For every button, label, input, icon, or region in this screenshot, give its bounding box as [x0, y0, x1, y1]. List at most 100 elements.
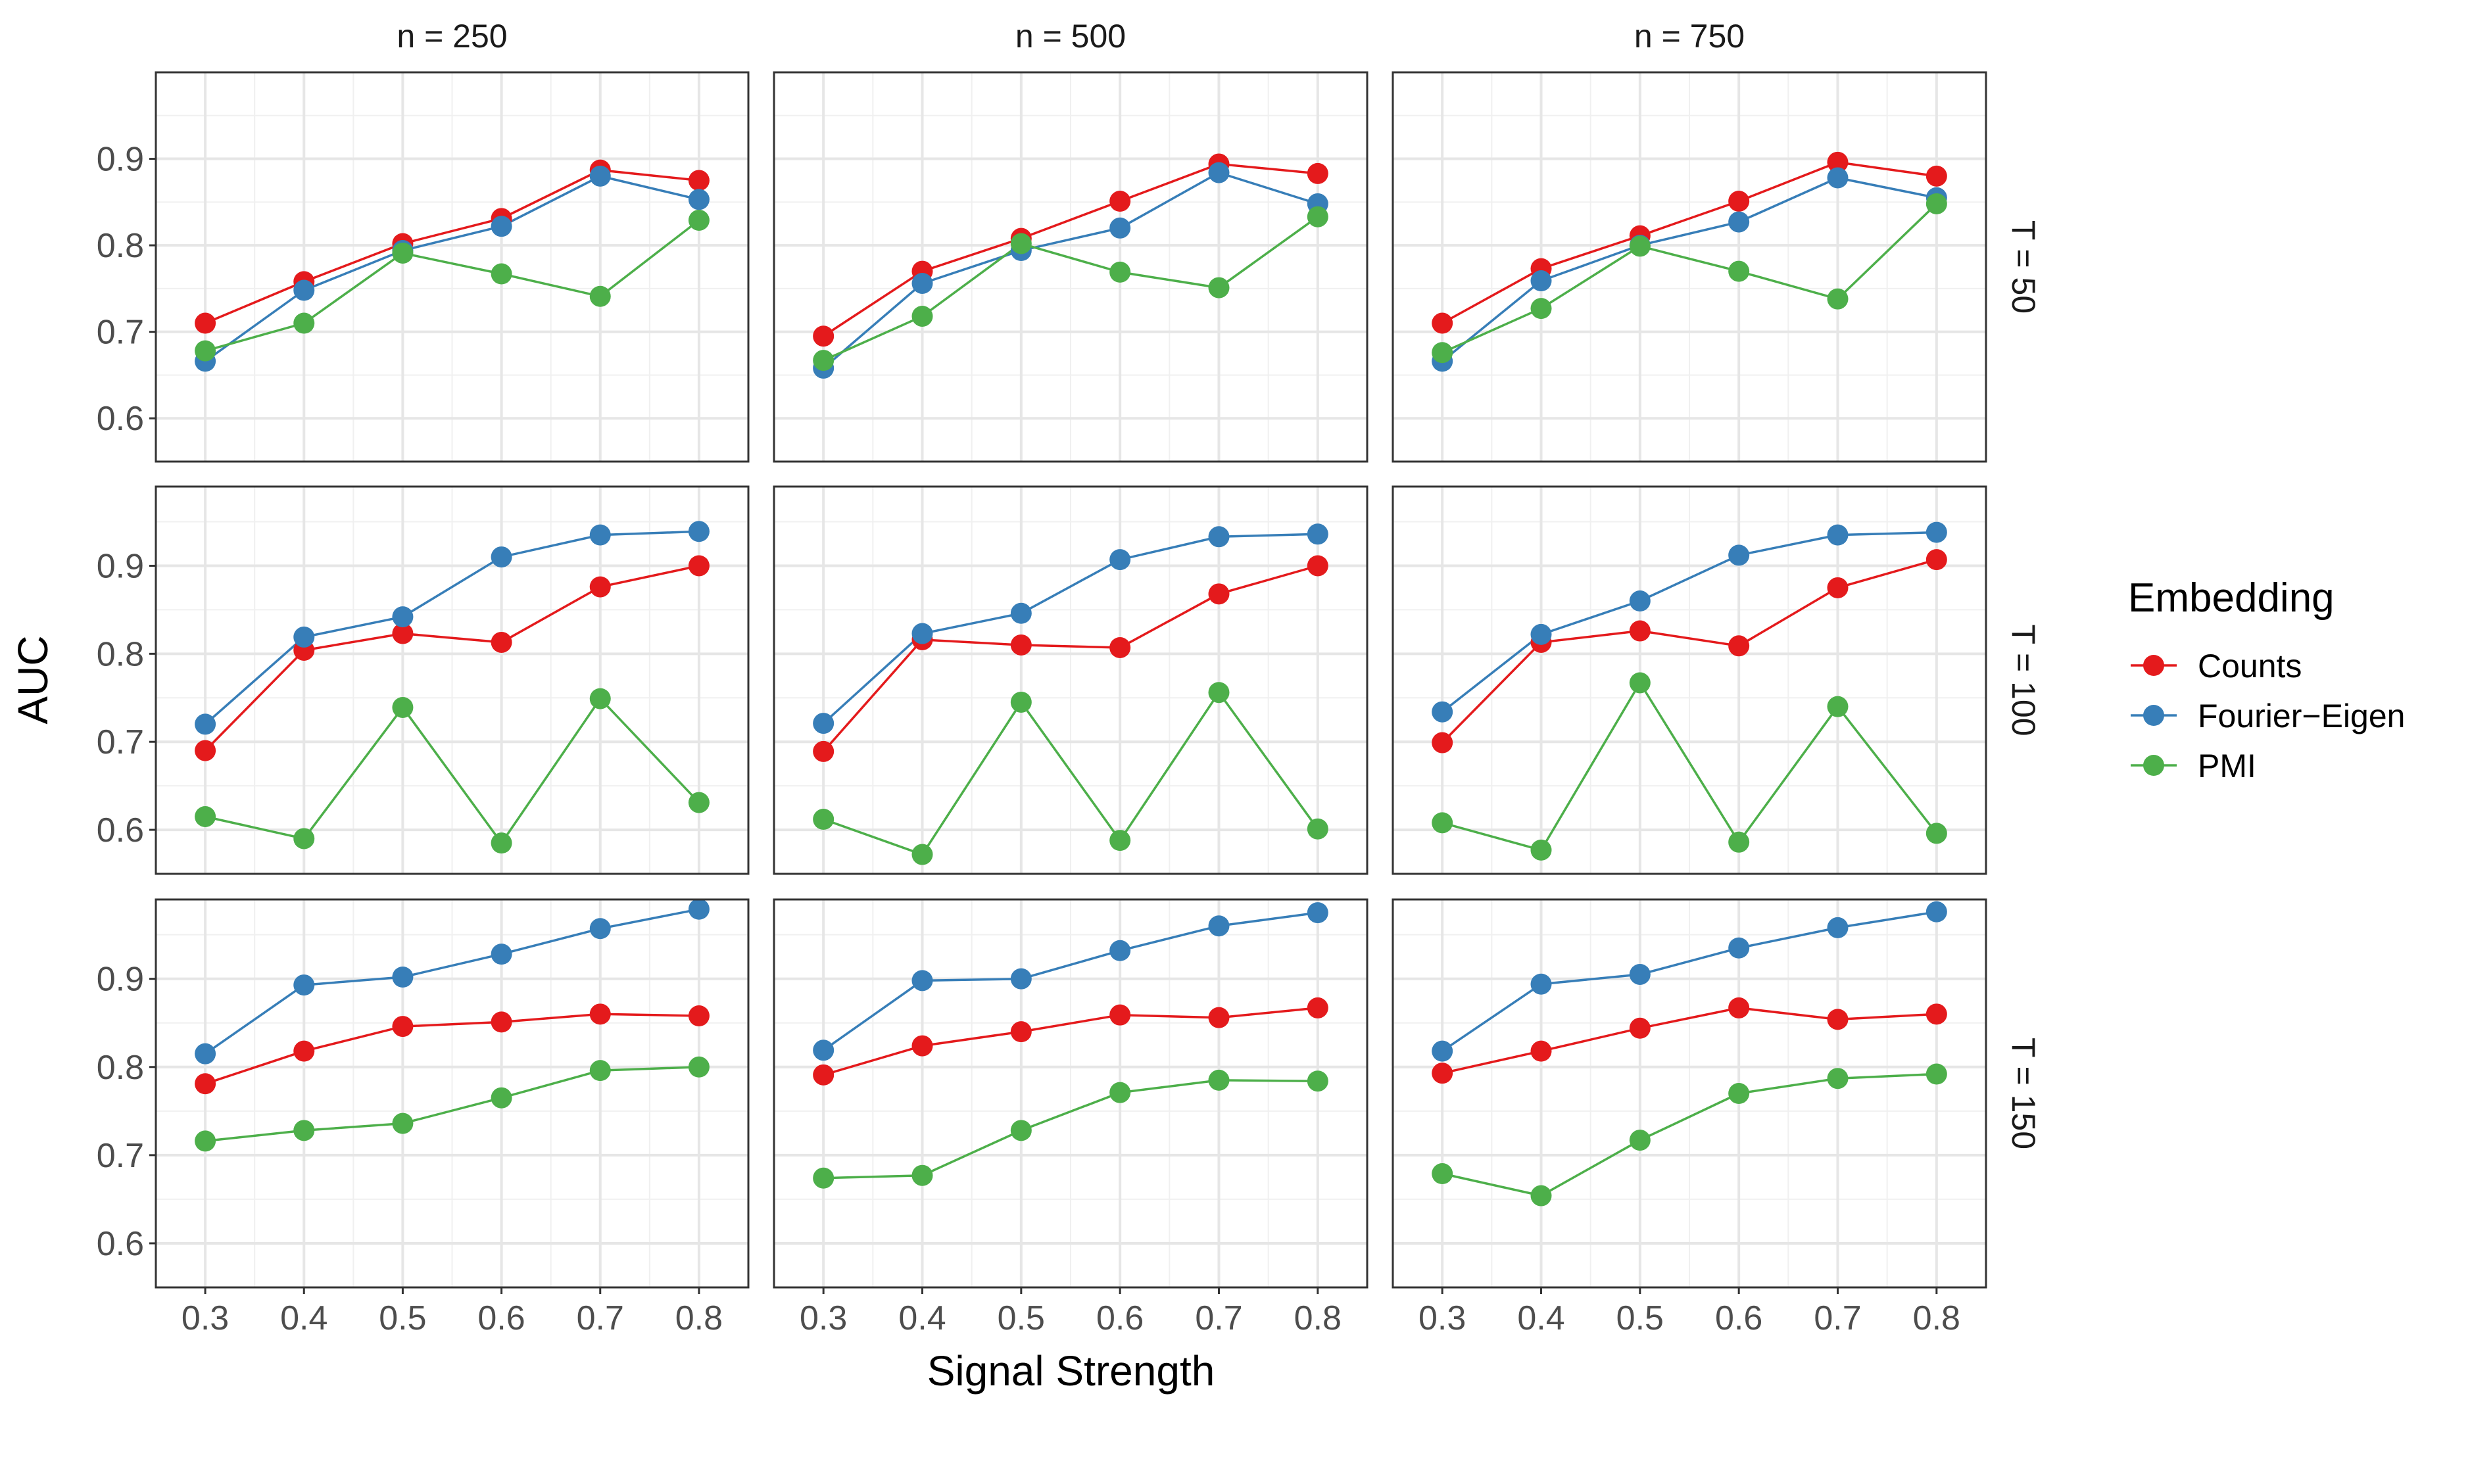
data-point-fourier-eigen [1728, 211, 1750, 233]
y-tick-label: 0.9 [97, 961, 144, 999]
data-point-counts [1629, 620, 1651, 642]
data-point-counts [1010, 1021, 1032, 1043]
data-point-counts [1925, 1003, 1947, 1025]
data-point-counts [688, 1005, 710, 1026]
series-line-fourier-eigen [1441, 911, 1937, 1053]
data-point-counts [293, 1040, 315, 1062]
legend-label-pmi: PMI [2198, 748, 2256, 784]
data-point-counts [1208, 583, 1230, 605]
y-tick-label: 0.8 [97, 227, 144, 265]
y-tick-label: 0.7 [97, 723, 144, 761]
data-point-counts [1728, 997, 1750, 1018]
data-point-fourier-eigen [1109, 549, 1131, 571]
panel-1-3 [1392, 71, 1987, 463]
data-point-fourier-eigen [1827, 167, 1849, 189]
legend-title: Embedding [2128, 575, 2335, 621]
data-point-fourier-eigen [1109, 940, 1131, 961]
data-point-counts [1432, 732, 1453, 754]
y-tick-label: 0.8 [97, 635, 144, 673]
data-point-pmi [491, 832, 512, 854]
series-line-fourier-eigen [823, 533, 1318, 725]
data-point-counts [1728, 635, 1750, 657]
data-point-counts [491, 631, 512, 653]
data-point-fourier-eigen [1629, 963, 1651, 985]
data-point-counts [1109, 1004, 1131, 1026]
data-point-fourier-eigen [195, 1043, 216, 1065]
panel-2-3 [1392, 485, 1987, 875]
data-point-pmi [1629, 672, 1651, 694]
series-line-pmi [205, 1066, 699, 1143]
series-line-pmi [823, 216, 1319, 362]
data-point-pmi [293, 828, 315, 850]
data-point-counts [1109, 636, 1131, 658]
data-point-counts [195, 312, 216, 334]
data-point-fourier-eigen [491, 944, 512, 965]
data-point-fourier-eigen [1728, 544, 1750, 566]
column-strip-label: n = 750 [1634, 18, 1745, 55]
series-line-counts [1441, 161, 1937, 325]
x-tick-label: 0.8 [1294, 1299, 1342, 1337]
data-point-counts [195, 1073, 216, 1095]
data-point-pmi [813, 809, 835, 830]
data-point-fourier-eigen [1010, 602, 1032, 624]
series-line-counts [205, 168, 700, 325]
series-line-counts [205, 1013, 699, 1085]
data-point-pmi [1432, 812, 1453, 834]
panel-2-1: 0.6 0.7 0.8 0.9 [97, 485, 750, 875]
data-point-pmi [1925, 823, 1947, 844]
series-line-fourier-eigen [1441, 176, 1937, 362]
legend-label-counts: Counts [2198, 648, 2302, 684]
x-tick-label: 0.8 [1913, 1299, 1960, 1337]
series-line-pmi [1441, 203, 1938, 354]
data-point-fourier-eigen [1728, 937, 1750, 959]
x-tick-label: 0.5 [1616, 1299, 1664, 1337]
data-point-pmi [1109, 1082, 1131, 1103]
data-point-pmi [1208, 277, 1230, 299]
data-point-pmi [911, 844, 933, 865]
data-point-fourier-eigen [1432, 701, 1453, 723]
data-point-counts [1925, 549, 1947, 571]
column-strip-label: n = 250 [397, 18, 507, 55]
data-point-pmi [1925, 193, 1947, 214]
series-line-pmi [823, 1079, 1318, 1180]
panel-border [1392, 898, 1987, 1289]
panel-2-2 [773, 485, 1368, 875]
data-point-pmi [392, 242, 414, 264]
data-point-pmi [911, 1164, 933, 1186]
series-line-fourier-eigen [823, 171, 1319, 370]
series-line-fourier-eigen [204, 530, 699, 725]
y-tick-label: 0.9 [97, 141, 144, 179]
data-point-pmi [1307, 206, 1328, 227]
data-point-pmi [491, 1087, 512, 1109]
x-tick-label: 0.3 [182, 1299, 229, 1337]
data-point-counts [1827, 151, 1849, 173]
data-point-fourier-eigen [1827, 524, 1849, 546]
data-point-fourier-eigen [1530, 270, 1552, 292]
y-tick-label: 0.6 [97, 400, 144, 438]
data-point-fourier-eigen [1208, 526, 1230, 548]
data-point-counts [392, 623, 414, 644]
x-axis-title: Signal Strength [927, 1347, 1215, 1395]
series-line-counts [823, 162, 1318, 337]
data-point-counts [813, 1064, 835, 1086]
x-tick-label: 0.7 [1814, 1299, 1861, 1337]
panel-3-3: 0.3 0.4 0.5 0.6 0.7 0.8 [1392, 898, 1987, 1337]
panel-1-2 [773, 71, 1368, 463]
series-line-pmi [1441, 1072, 1937, 1197]
data-point-pmi [688, 1056, 710, 1078]
data-point-counts [1307, 162, 1328, 184]
data-point-fourier-eigen [911, 272, 933, 294]
series-line-counts [1441, 1007, 1937, 1074]
data-point-fourier-eigen [1307, 523, 1328, 545]
data-point-pmi [1109, 261, 1131, 283]
data-point-pmi [1728, 260, 1750, 282]
data-point-pmi [688, 792, 710, 813]
data-point-counts [813, 740, 835, 762]
panel-border [155, 898, 750, 1289]
data-point-fourier-eigen [589, 918, 611, 940]
data-point-pmi [195, 340, 216, 362]
data-point-pmi [1530, 1185, 1552, 1207]
data-point-fourier-eigen [1629, 590, 1651, 612]
y-axis-title: AUC [9, 635, 57, 724]
data-point-pmi [1629, 1130, 1651, 1151]
